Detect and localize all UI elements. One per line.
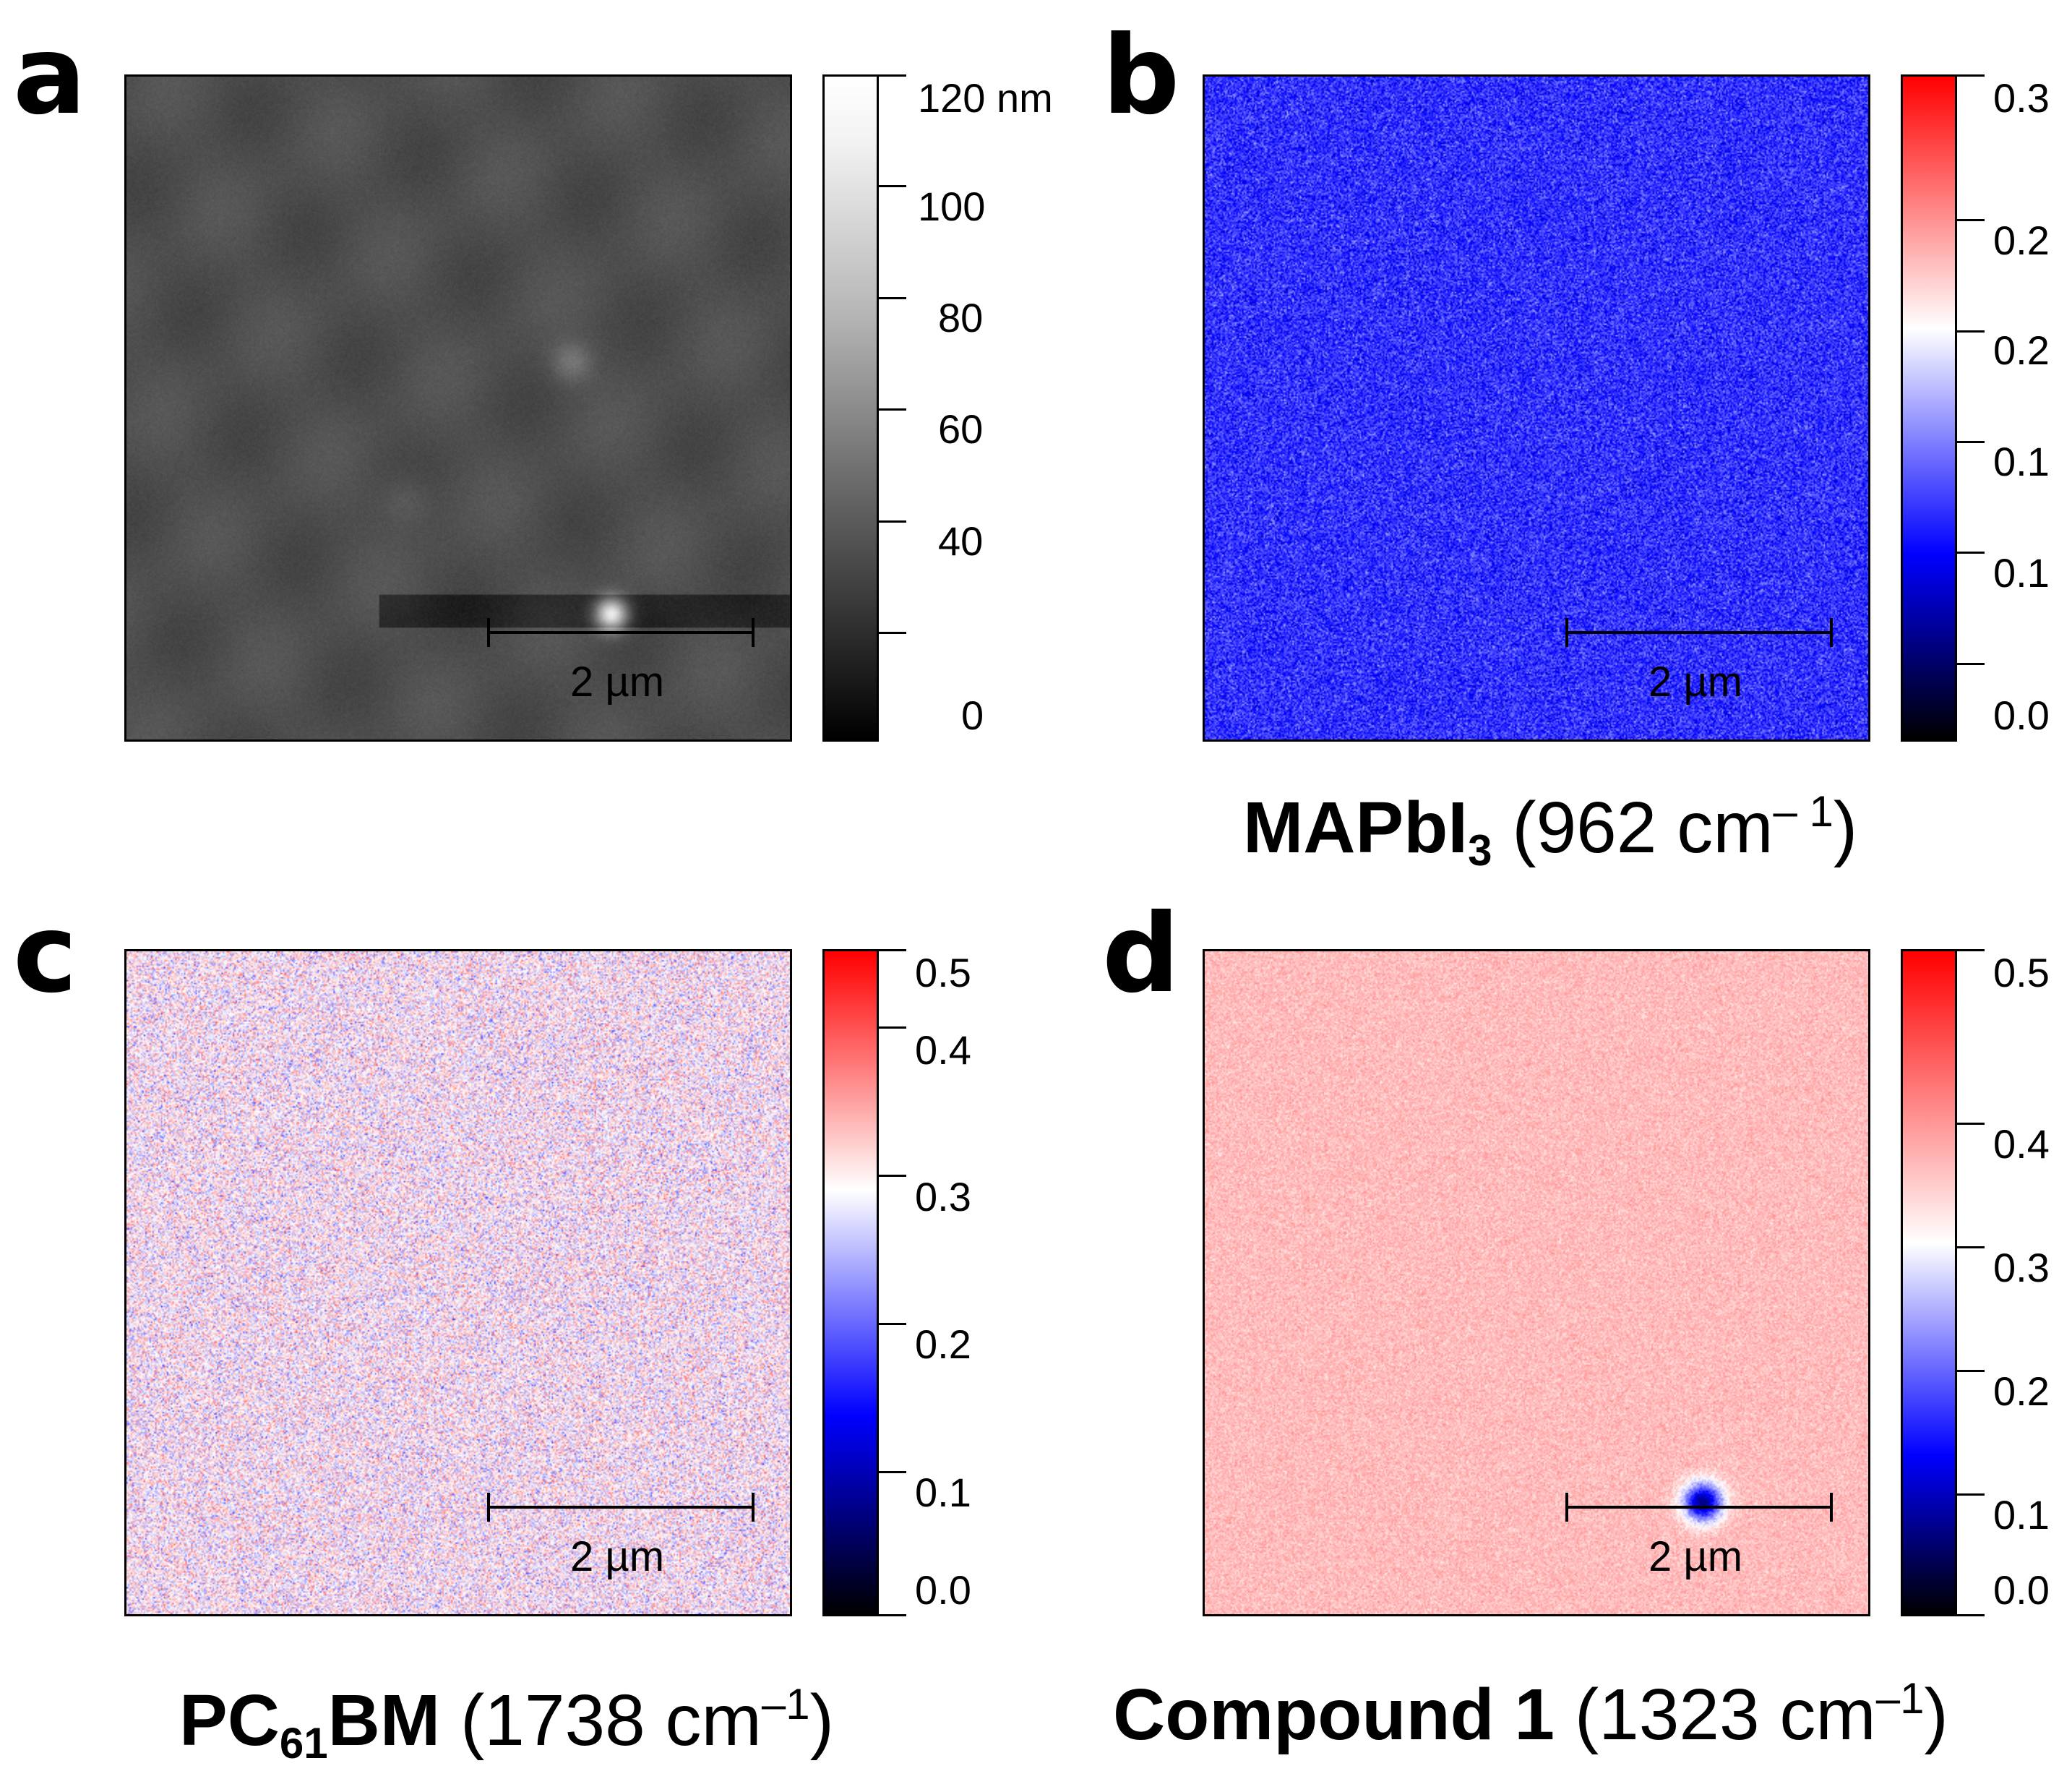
colorbar-tick — [879, 520, 906, 523]
caption-subscript: 61 — [279, 1719, 328, 1767]
colorbar-tick — [1957, 1493, 1985, 1496]
colorbar-tick — [879, 1026, 906, 1029]
caption-wavenumber: (1323 cm — [1574, 1674, 1876, 1755]
colorbar-tick — [879, 1471, 906, 1473]
colorbar-tick-label: 0.0 — [1993, 693, 2050, 738]
colorbar-tick — [879, 1175, 906, 1177]
chemical-map-image — [126, 951, 790, 1614]
colorbar-tick — [879, 632, 906, 634]
caption-b: MAPbI3 (962 cm– 1) — [1243, 790, 1857, 873]
chemical-map-image — [1205, 77, 1868, 739]
panel-letter-a: a — [13, 13, 87, 139]
caption-superscript: – 1 — [1773, 787, 1834, 836]
colorbar-tick — [1957, 552, 1985, 554]
colorbar-tick — [879, 408, 906, 411]
colorbar-tick-label: 0.1 — [1993, 550, 2050, 596]
colorbar-tick-label: 0.2 — [1993, 218, 2050, 263]
scale-bar-label: 2 µm — [570, 659, 665, 706]
ir-map-pc61bm — [124, 949, 792, 1616]
caption-compound-suffix: BM — [327, 1680, 441, 1761]
colorbar-tick — [879, 185, 906, 187]
caption-wavenumber: (962 cm — [1512, 787, 1774, 868]
colorbar-tick-label: 0.3 — [1993, 75, 2050, 121]
caption-close: ) — [809, 1680, 834, 1761]
scale-bar-label: 2 µm — [1648, 1533, 1743, 1580]
colorbar-tick — [1957, 219, 1985, 221]
scale-bar-d: 2 µm — [1565, 1489, 1833, 1578]
scale-bar-a: 2 µm — [487, 614, 755, 703]
panel-letter-d: d — [1102, 891, 1180, 1017]
caption-compound: MAPbI — [1243, 787, 1469, 868]
colorbar-tick-label: 0 — [961, 693, 984, 738]
caption-wavenumber: (1738 cm — [460, 1680, 762, 1761]
caption-c: PC61BM (1738 cm–1) — [179, 1683, 834, 1765]
colorbar-tick — [1957, 949, 1985, 951]
colorbar-d — [1901, 949, 1957, 1616]
colorbar-tick-label: 0.2 — [915, 1321, 971, 1367]
scale-bar-label: 2 µm — [1648, 659, 1743, 706]
ir-map-compound-1 — [1203, 949, 1870, 1616]
colorbar-tick — [1957, 441, 1985, 443]
colorbar-tick-label: 0.1 — [1993, 1492, 2050, 1538]
scale-bar-label: 2 µm — [570, 1533, 665, 1580]
ir-map-mapbi3 — [1203, 74, 1870, 742]
caption-subscript: 3 — [1468, 826, 1492, 875]
colorbar-tick — [1957, 1370, 1985, 1372]
caption-superscript: –1 — [1875, 1674, 1925, 1723]
colorbar-tick — [1957, 330, 1985, 333]
caption-compound: Compound 1 — [1113, 1674, 1555, 1755]
colorbar-tick-label: 0.3 — [915, 1174, 971, 1219]
colorbar-tick-label: 0.5 — [915, 950, 971, 995]
colorbar-a — [822, 74, 879, 742]
colorbar-tick-label: 0.3 — [1993, 1245, 2050, 1290]
scale-bar-c: 2 µm — [487, 1489, 755, 1578]
colorbar-tick-label: 0.1 — [1993, 439, 2050, 484]
colorbar-tick-label: 0.1 — [915, 1470, 971, 1515]
caption-close: ) — [1924, 1674, 1948, 1755]
colorbar-tick-label: 0.0 — [915, 1567, 971, 1613]
colorbar-tick — [879, 1323, 906, 1325]
caption-close: ) — [1833, 787, 1858, 868]
afm-topography-map — [124, 74, 792, 742]
colorbar-tick-label: 60 — [938, 406, 984, 452]
colorbar-tick-label: 0.4 — [1993, 1121, 2050, 1167]
caption-d: Compound 1 (1323 cm–1) — [1113, 1677, 1948, 1752]
colorbar-tick-label: 0.2 — [1993, 1368, 2050, 1414]
scale-bar-b: 2 µm — [1565, 614, 1833, 703]
chemical-map-image — [1205, 951, 1868, 1614]
panel-letter-c: c — [13, 891, 77, 1017]
colorbar-tick — [1957, 1246, 1985, 1248]
colorbar-tick-label: 120 nm — [918, 75, 1053, 121]
colorbar-tick-label: 100 — [918, 184, 986, 229]
colorbar-tick — [1957, 663, 1985, 665]
colorbar-b — [1901, 74, 1957, 742]
caption-superscript: –1 — [761, 1680, 810, 1728]
colorbar-tick-label: 0.4 — [915, 1027, 971, 1073]
colorbar-tick — [879, 74, 906, 77]
colorbar-tick-label: 80 — [938, 295, 984, 340]
colorbar-tick-label: 0.5 — [1993, 950, 2050, 995]
colorbar-tick — [879, 949, 906, 951]
caption-compound: PC — [179, 1680, 280, 1761]
colorbar-tick-label: 40 — [938, 518, 984, 564]
colorbar-tick — [1957, 74, 1985, 77]
colorbar-tick — [879, 297, 906, 299]
colorbar-tick — [879, 1614, 906, 1616]
colorbar-tick — [1957, 1614, 1985, 1616]
colorbar-c — [822, 949, 879, 1616]
panel-letter-b: b — [1102, 13, 1180, 139]
topography-image — [126, 77, 790, 739]
colorbar-tick-label: 0.2 — [1993, 327, 2050, 373]
colorbar-tick-label: 0.0 — [1993, 1567, 2050, 1613]
colorbar-tick — [1957, 1123, 1985, 1125]
